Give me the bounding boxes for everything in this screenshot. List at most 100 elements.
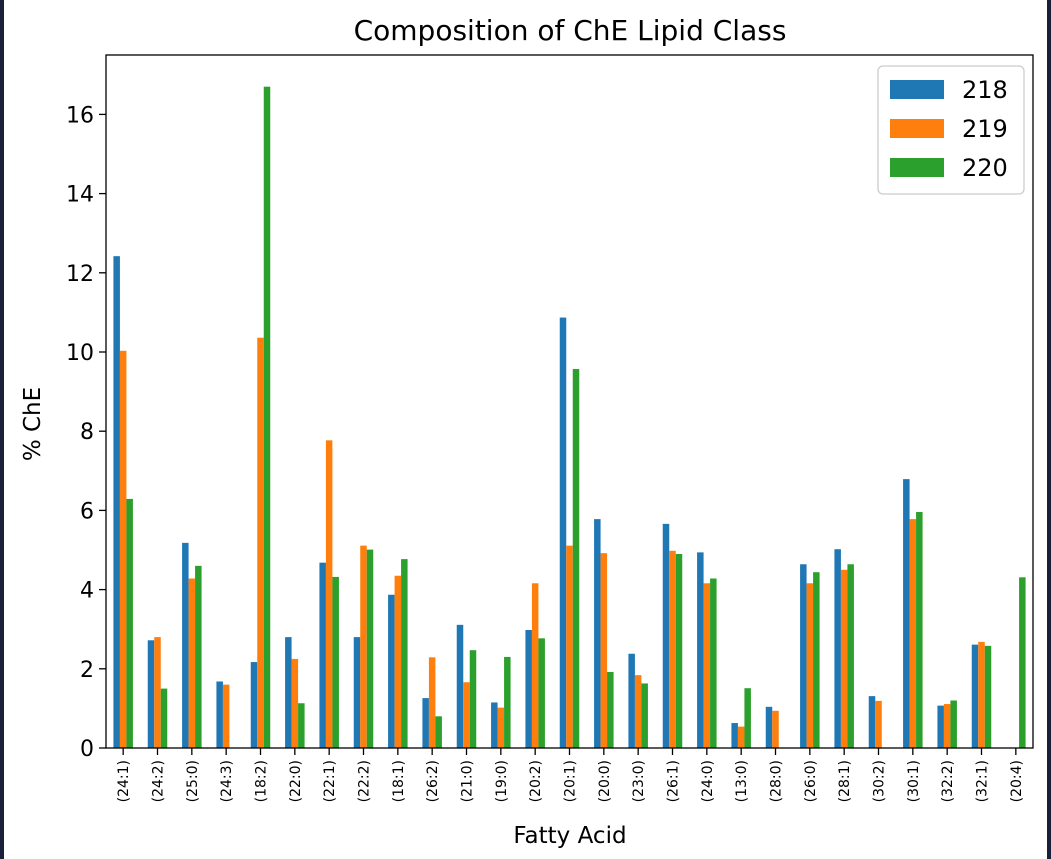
bar-218-(22:1) [319, 562, 326, 748]
bar-218-(26:1) [662, 523, 670, 748]
bar-220-(32:1) [984, 645, 992, 748]
bar-220-(26:2) [435, 716, 442, 748]
x-tick-label: (24:3) [219, 760, 235, 802]
legend-label-218: 218 [962, 76, 1008, 104]
bar-218-(21:0) [456, 624, 464, 748]
bar-220-(23:0) [641, 683, 648, 748]
bar-219-(28:0) [772, 710, 779, 748]
bar-220-(20:1) [572, 369, 580, 748]
y-tick-label: 10 [66, 341, 94, 366]
bar-219-(25:0) [188, 578, 196, 748]
bar-218-(24:3) [216, 681, 223, 748]
bar-218-(28:1) [834, 549, 841, 748]
legend-swatch-220 [890, 158, 944, 177]
window-frame-right [1047, 0, 1051, 859]
bar-219-(26:1) [669, 550, 676, 748]
bar-219-(20:2) [531, 583, 539, 748]
bar-218-(26:2) [422, 698, 429, 748]
bar-220-(22:2) [366, 549, 374, 748]
bar-219-(13:0) [737, 726, 745, 748]
bar-218-(20:1) [559, 317, 567, 748]
x-tick-label: (22:0) [288, 760, 304, 802]
bar-220-(20:4) [1019, 577, 1026, 748]
bar-219-(24:2) [154, 637, 161, 748]
bar-218-(28:0) [765, 706, 773, 748]
y-tick-label: 0 [80, 737, 94, 762]
y-tick-label: 8 [80, 420, 94, 445]
bar-219-(22:1) [325, 440, 333, 748]
y-tick-label: 4 [80, 579, 94, 604]
x-tick-label: (26:1) [666, 760, 682, 802]
bar-219-(18:1) [394, 575, 402, 748]
bar-218-(32:2) [937, 705, 944, 748]
bar-220-(24:2) [160, 688, 168, 748]
bar-218-(24:0) [697, 552, 704, 748]
bar-220-(22:0) [298, 703, 305, 748]
bar-218-(24:1) [113, 256, 120, 748]
legend: 218 219 220 [877, 65, 1025, 195]
bar-218-(19:0) [491, 702, 498, 748]
bar-219-(24:3) [222, 684, 230, 748]
bar-220-(24:1) [126, 498, 133, 748]
x-tick-label: (20:0) [597, 760, 613, 802]
bar-219-(22:0) [291, 658, 299, 748]
bar-219-(21:0) [463, 682, 470, 748]
bar-218-(25:0) [182, 542, 189, 748]
bar-220-(18:1) [401, 559, 408, 748]
bar-219-(24:1) [119, 350, 127, 748]
bar-220-(19:0) [504, 656, 511, 748]
bar-220-(30:1) [916, 511, 923, 748]
bar-218-(18:2) [250, 662, 258, 748]
bar-219-(24:0) [703, 583, 711, 748]
bar-220-(21:0) [469, 650, 477, 748]
bar-218-(32:1) [971, 644, 979, 748]
bar-219-(32:2) [943, 704, 951, 748]
bar-220-(24:0) [710, 578, 717, 748]
x-tick-label: (18:1) [391, 760, 407, 802]
x-tick-label: (22:1) [322, 760, 338, 802]
window-frame-left [0, 0, 4, 859]
bar-219-(30:2) [875, 700, 882, 748]
y-tick-label: 6 [80, 499, 94, 524]
bar-218-(30:2) [868, 696, 876, 748]
bar-220-(26:1) [675, 553, 683, 748]
bar-218-(20:0) [594, 519, 601, 748]
y-tick-label: 2 [80, 658, 94, 683]
bar-220-(13:0) [744, 688, 751, 748]
bar-218-(30:1) [903, 479, 910, 748]
bar-220-(22:1) [332, 576, 339, 748]
x-tick-label: (30:2) [872, 760, 888, 802]
x-tick-label: (21:0) [460, 760, 476, 802]
x-tick-label: (26:2) [425, 760, 441, 802]
x-tick-label: (26:0) [803, 760, 819, 802]
bar-219-(30:1) [909, 519, 917, 748]
y-axis-label: % ChE [20, 387, 46, 461]
x-tick-label: (18:2) [254, 760, 270, 802]
x-tick-label: (28:0) [769, 760, 785, 802]
bar-218-(26:0) [800, 564, 807, 748]
bar-219-(19:0) [497, 707, 505, 748]
bar-219-(20:0) [600, 553, 608, 748]
x-tick-label: (28:1) [837, 760, 853, 802]
bar-219-(28:1) [840, 569, 848, 748]
legend-label-219: 219 [962, 115, 1008, 143]
x-axis-label: Fatty Acid [513, 823, 626, 849]
bar-218-(22:0) [285, 637, 292, 748]
bar-218-(23:0) [628, 653, 635, 748]
bar-219-(26:2) [428, 657, 436, 748]
bar-219-(20:1) [566, 545, 573, 748]
y-tick-label: 12 [66, 262, 94, 287]
x-tick-label: (24:1) [116, 760, 132, 802]
bar-220-(28:1) [847, 564, 854, 748]
x-tick-label: (23:0) [631, 760, 647, 802]
bar-219-(26:0) [806, 583, 814, 748]
x-tick-label: (22:2) [357, 760, 373, 802]
bar-218-(24:2) [147, 640, 155, 748]
legend-swatch-219 [890, 119, 944, 138]
bar-218-(18:1) [388, 594, 395, 748]
legend-swatch-218 [890, 80, 944, 99]
bar-219-(18:2) [257, 337, 264, 748]
x-tick-label: (20:4) [1009, 760, 1025, 802]
axes-group: 0 2 4 6 8 10 12 14 16 (24:1) (24:2) (25:0) (24:3) (18… [66, 54, 1034, 802]
